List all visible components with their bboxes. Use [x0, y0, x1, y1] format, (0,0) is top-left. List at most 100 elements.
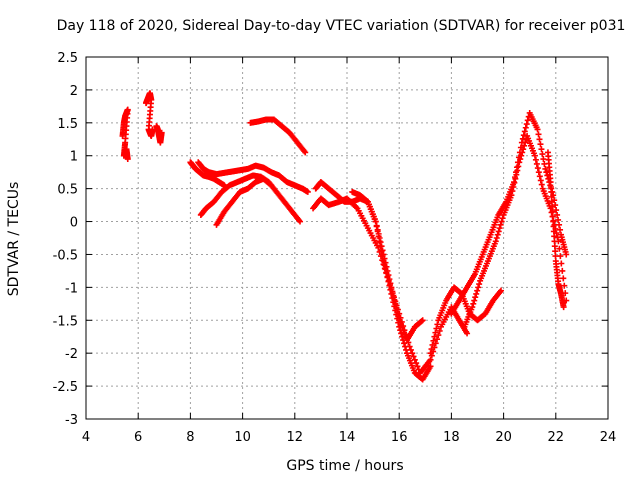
- grid: [86, 57, 608, 419]
- data-point: [376, 235, 383, 241]
- y-tick-label: -2.5: [53, 380, 78, 395]
- data-point: [522, 139, 529, 146]
- data-point: [533, 160, 540, 167]
- data-point: [534, 165, 541, 172]
- data-point: [427, 356, 434, 363]
- data-point: [471, 297, 478, 304]
- series-arc-11: [349, 188, 426, 344]
- data-point: [432, 329, 439, 336]
- data-point: [537, 177, 544, 184]
- series-arc-6: [197, 172, 304, 225]
- x-tick-label: 16: [391, 430, 408, 445]
- data-point: [535, 169, 542, 176]
- data-point: [516, 159, 523, 166]
- x-tick-label: 14: [339, 430, 356, 445]
- data-point: [519, 149, 526, 156]
- data-point: [543, 169, 550, 176]
- data-point: [434, 321, 441, 328]
- data-point: [374, 226, 381, 233]
- data-point: [409, 350, 416, 357]
- data-point: [378, 243, 385, 250]
- data-point: [391, 296, 398, 303]
- data-point: [387, 280, 394, 287]
- data-point: [498, 218, 505, 225]
- y-tick-label: 0: [70, 216, 78, 231]
- series-arc-12: [427, 284, 504, 357]
- data-point: [556, 245, 563, 252]
- data-point: [510, 183, 517, 190]
- data-point: [158, 129, 165, 136]
- data-point: [302, 149, 309, 156]
- data-point: [511, 179, 518, 186]
- data-point: [372, 218, 379, 225]
- data-point: [475, 284, 482, 291]
- data-point: [495, 228, 502, 235]
- data-point: [557, 226, 564, 233]
- data-point: [538, 181, 545, 188]
- data-point: [379, 247, 386, 254]
- data-point: [384, 267, 391, 274]
- series-arc-2: [143, 90, 156, 139]
- y-tick-label: 1: [70, 150, 78, 165]
- x-tick-label: 20: [495, 430, 512, 445]
- data-point: [521, 128, 528, 135]
- series-arc-8: [247, 116, 309, 156]
- data-point: [497, 221, 504, 228]
- chart-title: Day 118 of 2020, Sidereal Day-to-day VTE…: [57, 18, 626, 34]
- data-point: [499, 215, 506, 222]
- series-arc-7: [213, 175, 275, 228]
- data-point: [385, 272, 392, 279]
- x-tick-label: 6: [134, 430, 142, 445]
- data-point: [531, 152, 538, 159]
- data-point: [522, 124, 529, 131]
- data-point: [389, 288, 396, 295]
- data-point: [521, 142, 528, 149]
- data-point: [513, 171, 520, 178]
- data-point: [414, 363, 421, 370]
- y-tick-label: -2: [65, 347, 78, 362]
- data-point: [476, 281, 483, 288]
- y-tick-label: 1.5: [57, 117, 78, 132]
- data-point: [381, 255, 388, 262]
- data-point: [382, 259, 389, 266]
- data-point: [537, 141, 544, 148]
- data-point: [520, 132, 527, 139]
- data-point: [540, 156, 547, 163]
- series-arc-3: [153, 123, 165, 146]
- data-point: [523, 121, 530, 128]
- data-point: [509, 188, 516, 195]
- data-point: [392, 300, 399, 307]
- data-point: [297, 218, 304, 225]
- y-tick-label: 2.5: [57, 51, 78, 66]
- data-point: [124, 156, 131, 163]
- data-point: [418, 318, 425, 325]
- data-point: [560, 304, 567, 311]
- data-point: [427, 350, 434, 357]
- data-point: [538, 146, 545, 153]
- data-point: [401, 340, 408, 347]
- data-point: [433, 325, 440, 332]
- data-point: [363, 197, 370, 204]
- data-point: [536, 136, 543, 143]
- x-tick-label: 12: [287, 430, 304, 445]
- y-tick-label: -1.5: [53, 314, 78, 329]
- data-point: [380, 251, 387, 258]
- data-point: [390, 292, 397, 299]
- data-point: [472, 294, 479, 301]
- data-point: [517, 156, 524, 163]
- y-axis-label: SDTVAR / TECUs: [6, 182, 22, 297]
- data-point: [429, 341, 436, 348]
- x-tick-label: 24: [600, 430, 617, 445]
- data-point: [563, 251, 570, 258]
- data-point: [464, 330, 471, 337]
- data-point: [558, 260, 565, 267]
- data-point: [535, 131, 542, 138]
- y-tick-label: 2: [70, 84, 78, 99]
- data-point: [508, 192, 515, 199]
- data-point: [534, 126, 541, 133]
- data-point: [375, 244, 382, 251]
- series-arc-5: [195, 159, 311, 195]
- data-point: [553, 207, 560, 214]
- x-axis-label: GPS time / hours: [286, 458, 403, 474]
- x-tick-label: 22: [548, 430, 565, 445]
